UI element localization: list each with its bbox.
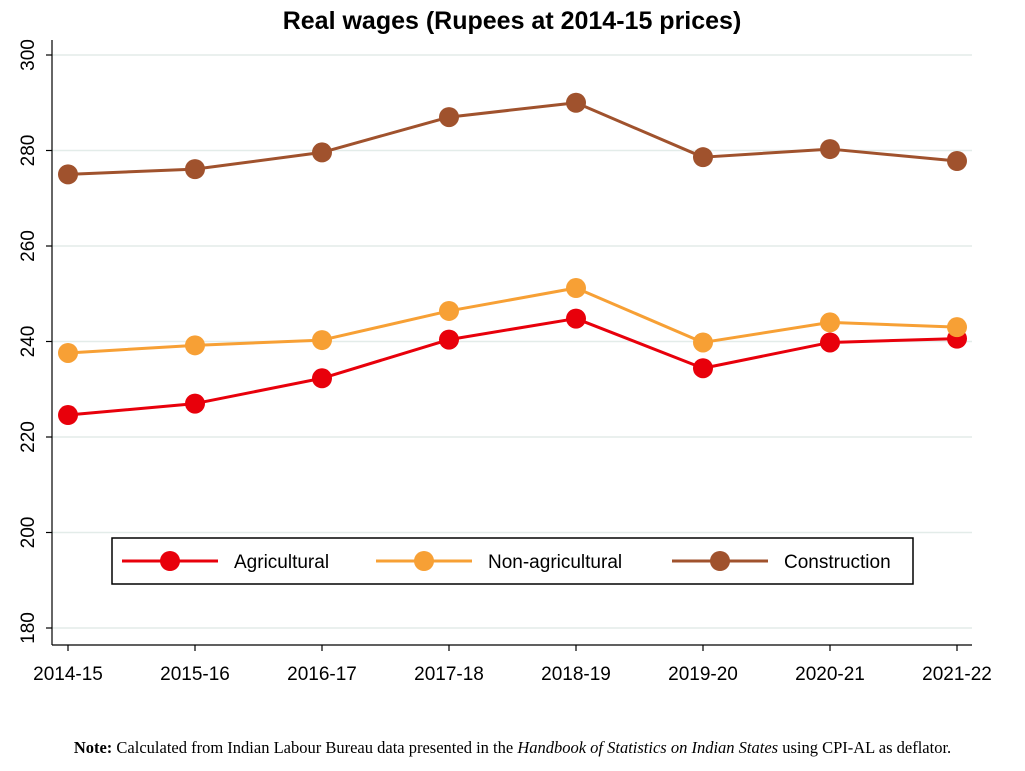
legend-marker bbox=[160, 551, 180, 571]
data-point bbox=[820, 332, 840, 353]
data-point bbox=[58, 164, 78, 185]
axes: 180 200 220 240 260 280 300 2014-15 2015-16 2016-… bbox=[18, 39, 992, 685]
note-text-after: using CPI-AL as deflator. bbox=[778, 738, 952, 757]
data-point bbox=[439, 300, 459, 321]
data-point bbox=[185, 159, 205, 180]
data-point bbox=[820, 312, 840, 333]
y-tick-label: 180 bbox=[18, 612, 39, 644]
chart-area: Real wages (Rupees at 2014-15 prices) 18… bbox=[0, 0, 1025, 722]
chart-title: Real wages (Rupees at 2014-15 prices) bbox=[283, 7, 742, 35]
data-series bbox=[58, 92, 967, 426]
legend-marker bbox=[710, 551, 730, 571]
y-tick-label: 220 bbox=[18, 421, 39, 453]
note-source-title: Handbook of Statistics on Indian States bbox=[517, 738, 779, 757]
data-point bbox=[439, 329, 459, 350]
legend: Agricultural Non-agricultural Construction bbox=[111, 537, 914, 585]
series-line bbox=[67, 101, 958, 176]
series-agricultural bbox=[58, 308, 967, 426]
gridlines bbox=[52, 54, 972, 629]
data-point bbox=[693, 358, 713, 379]
note-text-before: Calculated from Indian Labour Bureau dat… bbox=[112, 738, 518, 757]
line-chart: Real wages (Rupees at 2014-15 prices) 18… bbox=[0, 0, 1025, 722]
legend-box bbox=[111, 537, 914, 585]
legend-label: Construction bbox=[784, 552, 891, 573]
series-construction bbox=[58, 92, 967, 185]
legend-entry: Non-agricultural bbox=[376, 551, 622, 573]
note-label: Note: bbox=[73, 738, 113, 757]
x-tick-label: 2019-20 bbox=[668, 664, 738, 685]
data-point bbox=[693, 147, 713, 168]
legend-marker bbox=[414, 551, 434, 571]
series-non-agricultural bbox=[58, 278, 967, 363]
legend-label: Agricultural bbox=[234, 552, 329, 573]
legend-entry: Construction bbox=[672, 551, 891, 573]
y-tick-label: 240 bbox=[18, 326, 39, 358]
y-tick-label: 300 bbox=[18, 39, 39, 71]
x-tick-label: 2020-21 bbox=[795, 664, 865, 685]
data-point bbox=[185, 393, 205, 414]
data-point bbox=[312, 330, 332, 351]
y-tick-label: 200 bbox=[18, 517, 39, 549]
legend-entry: Agricultural bbox=[122, 551, 329, 573]
x-tick-label: 2014-15 bbox=[33, 664, 103, 685]
x-tick-label: 2016-17 bbox=[287, 664, 357, 685]
x-tick-label: 2015-16 bbox=[160, 664, 230, 685]
data-point bbox=[693, 332, 713, 353]
y-tick-label: 280 bbox=[18, 135, 39, 167]
data-point bbox=[566, 278, 586, 299]
x-tick-label: 2021-22 bbox=[922, 664, 992, 685]
series-line bbox=[67, 317, 958, 417]
data-point bbox=[947, 151, 967, 172]
footnote: Note: Calculated from Indian Labour Bure… bbox=[0, 738, 1025, 758]
legend-label: Non-agricultural bbox=[488, 552, 622, 573]
data-point bbox=[566, 308, 586, 329]
x-tick-label: 2017-18 bbox=[414, 664, 484, 685]
data-point bbox=[820, 139, 840, 160]
data-point bbox=[58, 405, 78, 426]
chart-background bbox=[0, 0, 1025, 722]
data-point bbox=[185, 335, 205, 356]
data-point bbox=[947, 317, 967, 338]
series-line bbox=[67, 286, 958, 355]
data-point bbox=[439, 107, 459, 128]
data-point bbox=[312, 142, 332, 163]
data-point bbox=[566, 92, 586, 113]
data-point bbox=[58, 342, 78, 363]
x-tick-label: 2018-19 bbox=[541, 664, 611, 685]
data-point bbox=[312, 368, 332, 389]
y-tick-label: 260 bbox=[18, 230, 39, 262]
